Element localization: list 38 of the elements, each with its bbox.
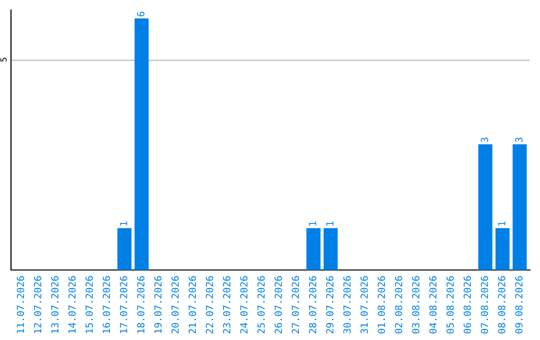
- x-tick-label: 31.07.2026: [360, 276, 368, 334]
- x-tick-label: 15.07.2026: [86, 276, 93, 333]
- x-tick-label: 20.07.2026: [171, 276, 179, 334]
- x-tick-label: 14.07.2026: [68, 276, 76, 333]
- data-label: 1: [120, 221, 128, 226]
- x-tick-label: 02.08.2026: [394, 276, 402, 334]
- x-tick-label: 05.08.2026: [446, 276, 454, 334]
- x-tick-label: 01.08.2026: [378, 276, 386, 334]
- x-tick-label: 13.07.2026: [51, 276, 59, 333]
- x-tick-label: 03.08.2026: [412, 276, 420, 334]
- x-tick-label: 11.07.2026: [16, 276, 24, 333]
- x-tick-label: 24.07.2026: [240, 276, 248, 334]
- data-label: 1: [309, 221, 316, 226]
- data-label: 3: [480, 138, 488, 142]
- x-tick-label: 06.08.2026: [464, 276, 471, 334]
- x-tick-label: 28.07.2026: [308, 276, 316, 334]
- data-label: 3: [515, 138, 523, 142]
- x-tick-label: 09.08.2026: [515, 276, 523, 334]
- x-tick-label: 08.08.2026: [498, 276, 506, 334]
- x-tick-label: 04.08.2026: [429, 276, 437, 334]
- x-tick-label: 17.07.2026: [120, 276, 128, 333]
- x-tick-label: 30.07.2026: [343, 276, 351, 334]
- x-tick-label: 16.07.2026: [102, 276, 110, 333]
- x-tick-label: 21.07.2026: [188, 276, 196, 334]
- x-tick-label: 29.07.2026: [326, 276, 334, 334]
- x-tick-label: 27.07.2026: [292, 276, 300, 334]
- x-tick-label: 18.07.2026: [137, 276, 144, 333]
- x-tick-label: 25.07.2026: [257, 276, 265, 334]
- data-label: 6: [137, 12, 144, 16]
- x-tick-label: 07.08.2026: [480, 276, 488, 334]
- x-tick-label: 26.07.2026: [274, 276, 282, 334]
- x-tick-label: 22.07.2026: [206, 276, 214, 334]
- data-label: 1: [326, 221, 334, 226]
- x-tick-label: 23.07.2026: [223, 276, 230, 334]
- data-label: 1: [498, 221, 506, 226]
- x-tick-label: 12.07.2026: [34, 276, 42, 333]
- y-tick-label: 5: [0, 58, 7, 62]
- x-tick-label: 19.07.2026: [154, 276, 162, 333]
